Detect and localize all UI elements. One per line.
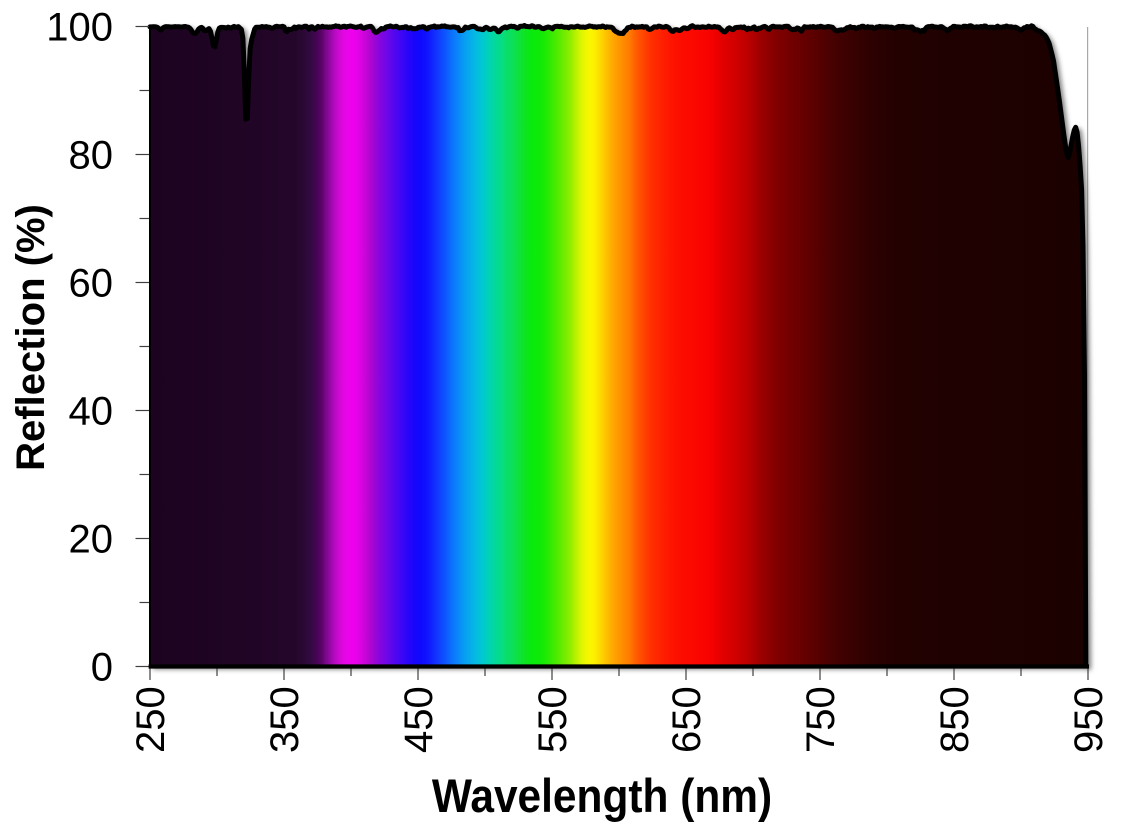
- svg-text:0: 0: [91, 646, 113, 690]
- svg-text:650: 650: [665, 686, 709, 753]
- svg-text:40: 40: [69, 390, 114, 434]
- svg-text:950: 950: [1067, 686, 1111, 753]
- svg-text:350: 350: [263, 686, 307, 753]
- svg-text:750: 750: [799, 686, 843, 753]
- svg-text:850: 850: [933, 686, 977, 753]
- svg-text:250: 250: [129, 686, 173, 753]
- svg-text:80: 80: [69, 134, 114, 178]
- svg-text:Wavelength (nm): Wavelength (nm): [432, 770, 772, 822]
- svg-text:450: 450: [397, 686, 441, 753]
- svg-text:Reflection (%): Reflection (%): [9, 204, 53, 471]
- svg-text:60: 60: [69, 262, 114, 306]
- svg-text:100: 100: [46, 6, 113, 50]
- svg-text:20: 20: [69, 518, 114, 562]
- svg-text:550: 550: [531, 686, 575, 753]
